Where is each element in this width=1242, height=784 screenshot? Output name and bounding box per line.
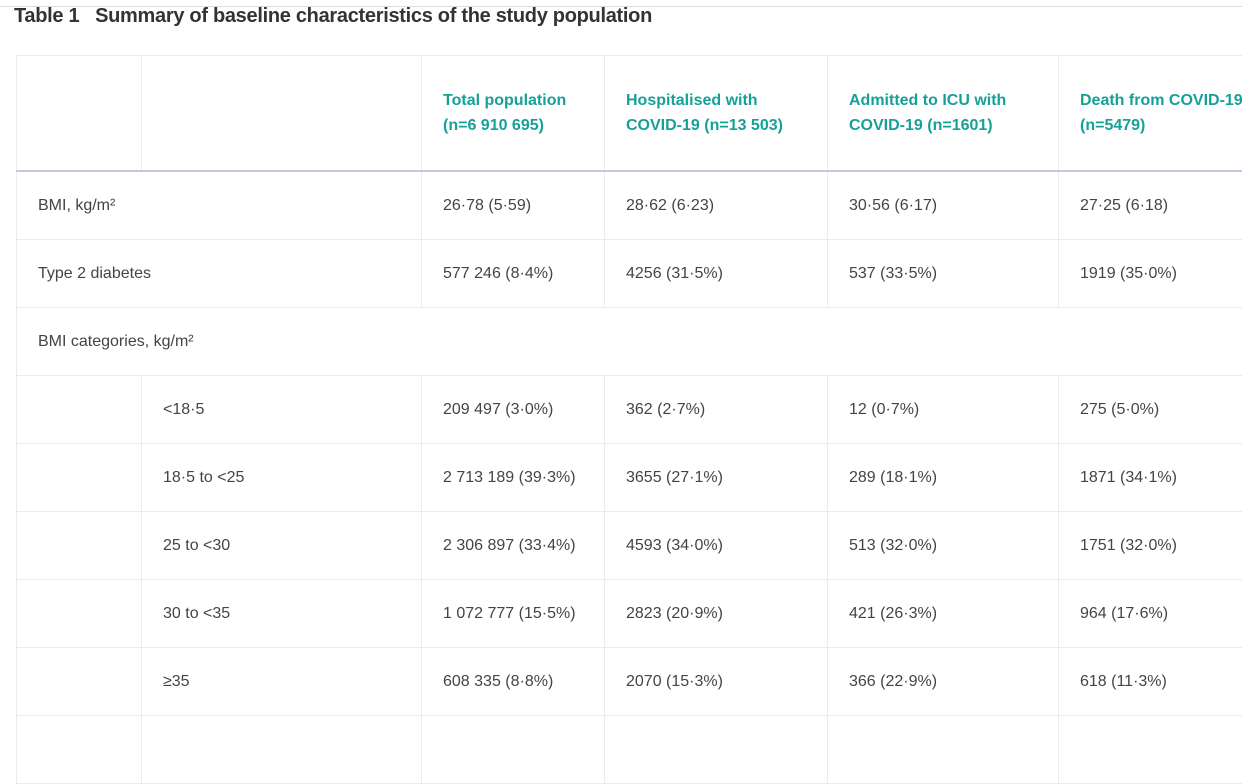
row-label: 30 to <35 [142,580,422,648]
cell: 12 (0·7%) [828,376,1059,444]
cell [17,376,142,444]
cell: 4256 (31·5%) [605,240,828,308]
cell: 26·78 (5·59) [422,171,605,240]
row-label: 18·5 to <25 [142,444,422,512]
cell [828,716,1059,784]
cell: 4593 (34·0%) [605,512,828,580]
cell: 30·56 (6·17) [828,171,1059,240]
cell: 2070 (15·3%) [605,648,828,716]
cell: 421 (26·3%) [828,580,1059,648]
table-body: Total population (n=6 910 695)Hospitalis… [17,56,1242,784]
cell [142,716,422,784]
cell: 1919 (35·0%) [1059,240,1242,308]
table-row [17,716,1242,784]
cell: 1 072 777 (15·5%) [422,580,605,648]
cell: 366 (22·9%) [828,648,1059,716]
row-label: <18·5 [142,376,422,444]
header-cell [142,56,422,172]
cell: 2823 (20·9%) [605,580,828,648]
table-title: Table 1 Summary of baseline characterist… [14,5,652,28]
header-cell [17,56,142,172]
column-header: Hospitalised with COVID-19 (n=13 503) [605,56,828,172]
row-label: Type 2 diabetes [17,240,422,308]
cell: 289 (18·1%) [828,444,1059,512]
cell [17,444,142,512]
cell: 27·25 (6·18) [1059,171,1242,240]
cell: 209 497 (3·0%) [422,376,605,444]
cell [422,716,605,784]
group-label: BMI categories, kg/m² [17,308,1242,376]
cell: 964 (17·6%) [1059,580,1242,648]
cell: 1751 (32·0%) [1059,512,1242,580]
row-label: 25 to <30 [142,512,422,580]
cell: 2 306 897 (33·4%) [422,512,605,580]
cell: 3655 (27·1%) [605,444,828,512]
column-header: Total population (n=6 910 695) [422,56,605,172]
cell [17,512,142,580]
cell [17,580,142,648]
cell [605,716,828,784]
cell [17,648,142,716]
column-header: Admitted to ICU with COVID-19 (n=1601) [828,56,1059,172]
cell: 28·62 (6·23) [605,171,828,240]
cell: 618 (11·3%) [1059,648,1242,716]
cell: 362 (2·7%) [605,376,828,444]
cell: 513 (32·0%) [828,512,1059,580]
cell: 1871 (34·1%) [1059,444,1242,512]
page: Table 1 Summary of baseline characterist… [0,0,1242,738]
row-label: ≥35 [142,648,422,716]
cell [1059,716,1242,784]
group-row: BMI categories, kg/m² [17,308,1242,376]
row-label: BMI, kg/m² [17,171,422,240]
cell: 537 (33·5%) [828,240,1059,308]
cell [17,716,142,784]
cell: 2 713 189 (39·3%) [422,444,605,512]
table: Total population (n=6 910 695)Hospitalis… [16,55,1242,784]
column-header: Death from COVID-19 (n=5479) [1059,56,1242,172]
cell: 275 (5·0%) [1059,376,1242,444]
header-row: Total population (n=6 910 695)Hospitalis… [17,56,1242,172]
cell: 577 246 (8·4%) [422,240,605,308]
cell: 608 335 (8·8%) [422,648,605,716]
